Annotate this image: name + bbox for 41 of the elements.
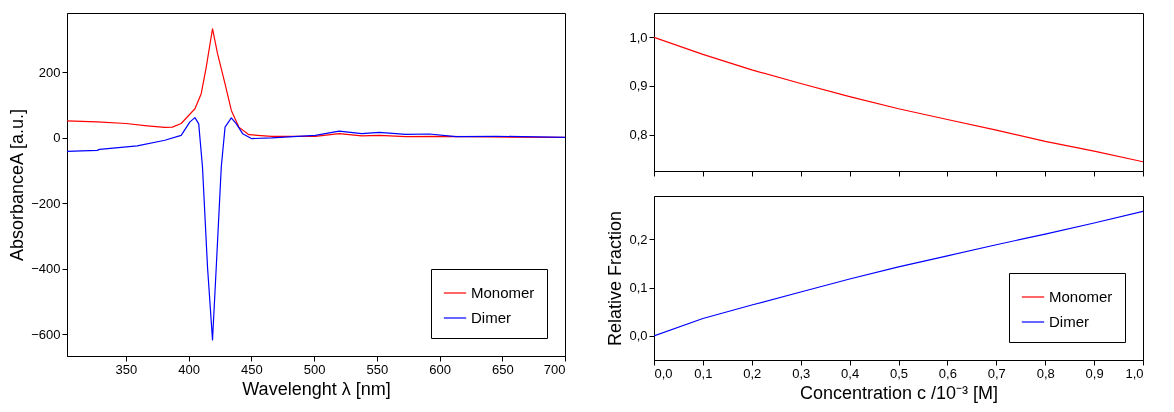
y-tick-label: 0,0 [629,328,648,344]
y-tick-label: 0,9 [629,78,648,94]
x-tick-label: 550 [366,361,389,377]
legend-label: Monomer [1049,288,1113,305]
x-axis-title: Concentration c /10⁻³ [M] [799,382,999,403]
x-tick-label: 0,5 [889,365,909,381]
y-tick-label: 0 [53,130,61,146]
x-tick-label: 0,9 [1085,365,1104,381]
x-tick-label: 450 [241,361,263,377]
x-axis-title: Wavelenght λ [nm] [242,378,391,399]
x-tick-label: 500 [303,361,326,377]
y-tick-label: 200 [38,64,61,80]
y-tick-label: 0,1 [629,280,648,296]
y-tick-label: −400 [31,261,61,277]
y-tick-label: 0,8 [629,127,648,143]
x-tick-label: 0,1 [694,365,713,381]
y-tick-label: −200 [31,195,61,211]
x-tick-label: 400 [178,361,201,377]
legend-label: Dimer [471,309,511,326]
y-axis-title: AbsorbanceA [a.u.] [7,108,28,262]
x-tick-label: 0,6 [938,365,957,381]
x-tick-label: 350 [115,361,138,377]
line-series [654,210,1143,337]
y-tick-label: −600 [31,326,61,342]
x-tick-label: 0,0 [654,365,673,381]
x-tick-label: 0,2 [743,365,762,381]
y-tick-label: 1,0 [629,29,648,45]
y-tick-label: 0,2 [629,231,648,247]
x-tick-label: 0,7 [987,365,1006,381]
line-series [67,117,565,341]
y-axis-title: Relative Fraction [605,210,626,347]
x-tick-label: 650 [491,361,514,377]
x-tick-label: 0,4 [841,365,860,381]
x-tick-label: 600 [429,361,451,377]
line-series [654,36,1143,163]
x-tick-label: 700 [543,361,566,377]
legend-label: Dimer [1049,313,1089,330]
x-tick-label: 0,8 [1036,365,1055,381]
legend-label: Monomer [471,284,535,301]
x-tick-label: 1,0 [1125,365,1144,381]
x-tick-label: 0,3 [792,365,811,381]
